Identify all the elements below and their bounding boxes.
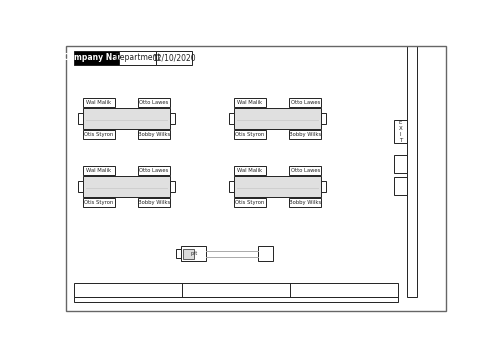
Bar (183, 249, 194, 259)
Bar (170, 113, 175, 124)
Bar (74, 50, 118, 65)
Bar (138, 130, 170, 139)
Text: Otis Styron: Otis Styron (235, 132, 264, 137)
Text: Department: Department (114, 54, 160, 62)
Bar (83, 166, 114, 175)
Text: Wal Malik: Wal Malik (238, 168, 262, 173)
Bar (406, 47, 418, 297)
Bar (138, 98, 170, 107)
Bar (290, 166, 321, 175)
Bar (234, 108, 321, 128)
Bar (394, 120, 406, 143)
Text: Otto Lawes: Otto Lawes (290, 100, 320, 105)
Text: Otto Lawes: Otto Lawes (290, 168, 320, 173)
Text: Company Name: Company Name (62, 54, 130, 62)
Bar (258, 246, 273, 261)
Bar (321, 113, 326, 124)
Bar (83, 108, 170, 128)
Bar (234, 98, 266, 107)
Text: Bobby Wilks: Bobby Wilks (138, 132, 170, 137)
Bar (290, 198, 321, 207)
Text: prt: prt (191, 251, 198, 256)
Text: Wal Malik: Wal Malik (86, 168, 112, 173)
Text: Wal Malik: Wal Malik (86, 100, 112, 105)
Bar (394, 177, 406, 195)
Text: Bobby Wilks: Bobby Wilks (289, 132, 322, 137)
Bar (234, 130, 266, 139)
Bar (83, 130, 114, 139)
Text: Bobby Wilks: Bobby Wilks (138, 200, 170, 205)
Text: 12/10/2020: 12/10/2020 (152, 54, 196, 62)
Bar (83, 198, 114, 207)
Bar (321, 181, 326, 192)
Text: Otis Styron: Otis Styron (84, 200, 114, 205)
Text: Wal Malik: Wal Malik (238, 100, 262, 105)
Bar (234, 176, 321, 197)
Bar (394, 155, 406, 173)
Text: Otis Styron: Otis Styron (235, 200, 264, 205)
Bar (170, 181, 175, 192)
Text: Otto Lawes: Otto Lawes (140, 168, 169, 173)
Bar (180, 246, 206, 261)
Bar (290, 130, 321, 139)
Bar (78, 181, 83, 192)
Text: Otis Styron: Otis Styron (84, 132, 114, 137)
Bar (74, 283, 398, 297)
Bar (234, 198, 266, 207)
Bar (83, 176, 170, 197)
Bar (138, 198, 170, 207)
Text: E
X
I
T: E X I T (398, 120, 402, 143)
Bar (176, 249, 180, 258)
Text: Bobby Wilks: Bobby Wilks (289, 200, 322, 205)
Bar (78, 113, 83, 124)
Bar (229, 113, 234, 124)
Text: Otto Lawes: Otto Lawes (140, 100, 169, 105)
Bar (118, 50, 156, 65)
Bar (229, 181, 234, 192)
Bar (138, 166, 170, 175)
Bar (156, 50, 192, 65)
Bar (74, 297, 398, 302)
Bar (234, 166, 266, 175)
Bar (83, 98, 114, 107)
Bar (290, 98, 321, 107)
